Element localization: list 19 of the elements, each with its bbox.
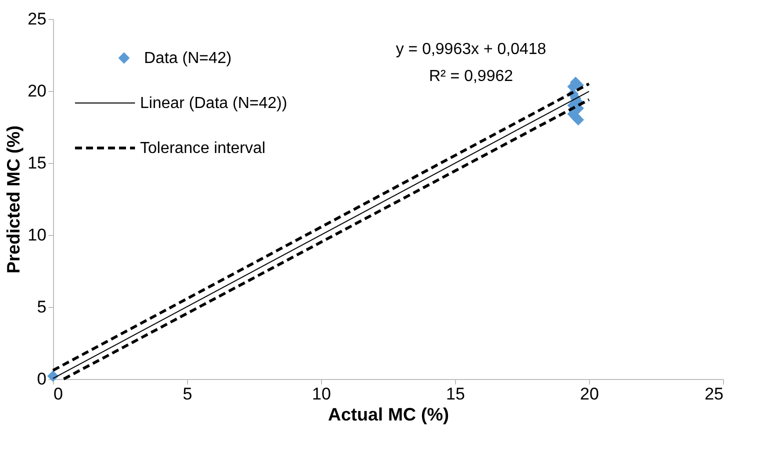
y-tick-label: 25 [28,10,46,28]
legend-label: Tolerance interval [140,140,266,157]
x-tick-label: 25 [704,384,724,404]
x-tick-label: 0 [54,384,63,404]
legend-label: Data (N=42) [144,50,232,67]
x-tick-label: 10 [312,384,331,404]
y-tick-label: 10 [28,226,46,244]
y-axis-title: Predicted MC (%) [4,125,24,274]
x-tick-label: 20 [580,384,599,404]
y-tick-label: 15 [28,154,46,172]
y-tick-label: 0 [37,370,46,388]
legend-label: Linear (Data (N=42)) [140,95,288,112]
annotation: y = 0,9963x + 0,0418 [396,41,546,58]
x-axis-title: Actual MC (%) [328,404,450,424]
x-tick-label: 15 [446,384,465,404]
y-tick-label: 5 [37,298,46,316]
y-tick-label: 20 [28,82,46,100]
annotation: R² = 0,9962 [428,68,514,85]
x-tick-label: 5 [182,384,192,404]
